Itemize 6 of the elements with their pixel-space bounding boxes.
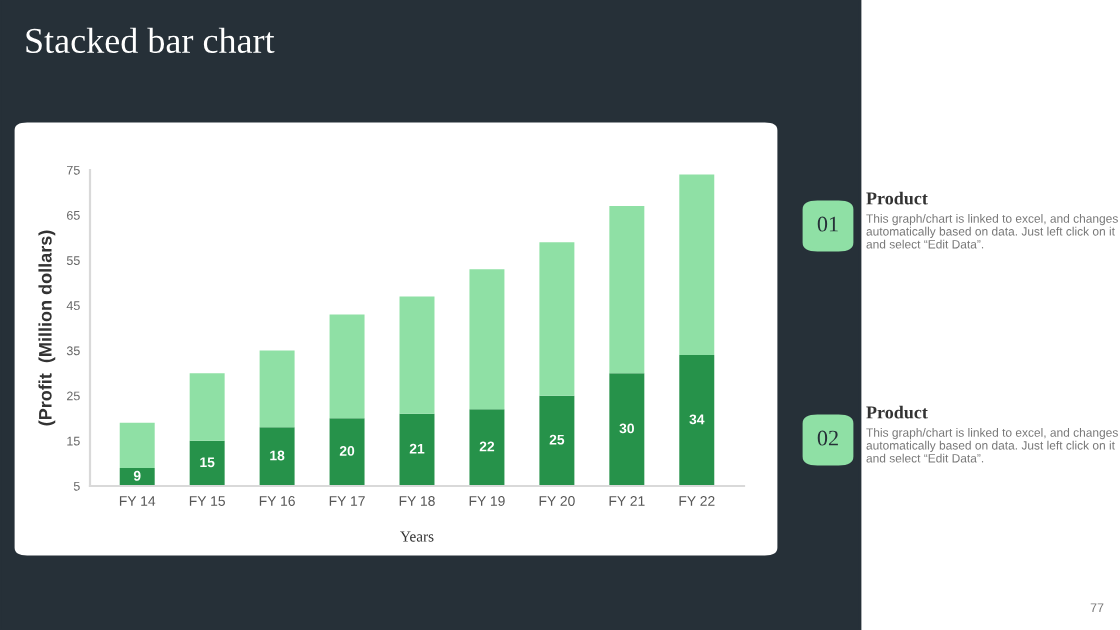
text: Product — [866, 405, 928, 419]
y-axis-title: (Profit (Million dollars) — [38, 230, 56, 426]
text: 02 — [817, 430, 838, 446]
text: Product — [866, 191, 928, 205]
chart-title: Stacked bar chart — [26, 27, 275, 54]
text: 01 — [817, 216, 838, 232]
